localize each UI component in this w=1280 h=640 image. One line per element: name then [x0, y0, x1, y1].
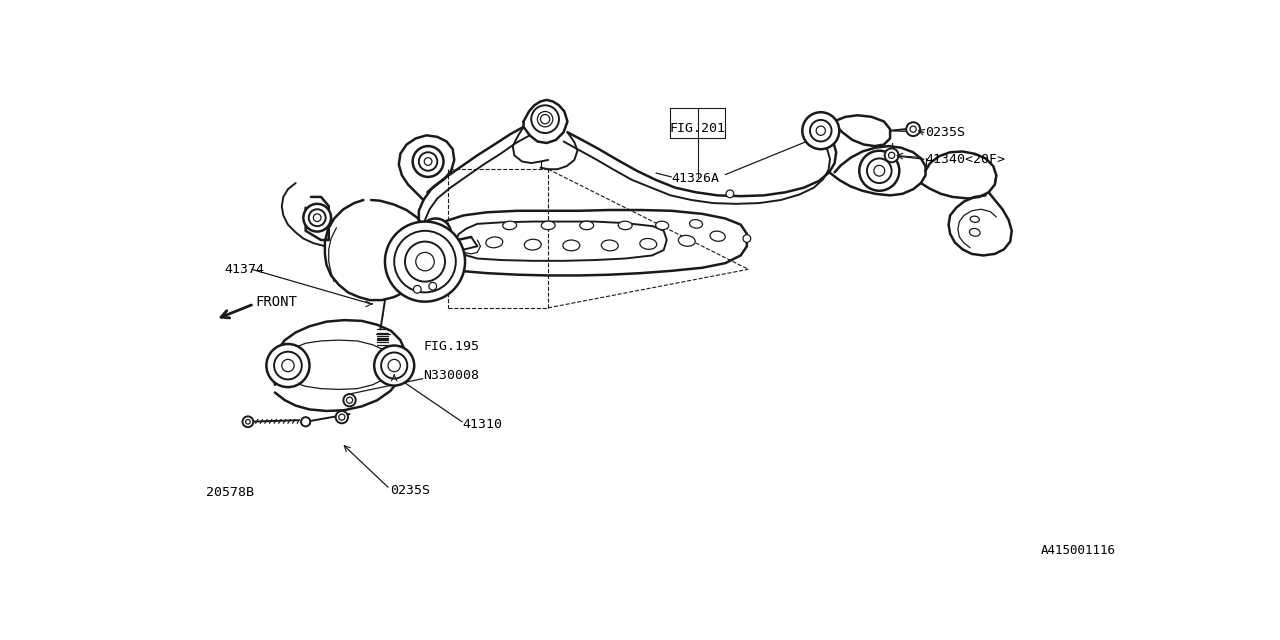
- Ellipse shape: [970, 216, 979, 222]
- Circle shape: [426, 225, 445, 243]
- Circle shape: [538, 111, 553, 127]
- Text: FIG.201: FIG.201: [669, 122, 726, 135]
- Circle shape: [531, 106, 559, 133]
- Ellipse shape: [678, 236, 695, 246]
- Circle shape: [424, 157, 431, 165]
- Circle shape: [282, 360, 294, 372]
- Circle shape: [308, 209, 325, 226]
- Text: FRONT: FRONT: [256, 294, 297, 308]
- Ellipse shape: [655, 221, 668, 230]
- Circle shape: [803, 112, 840, 149]
- Circle shape: [420, 218, 451, 249]
- Ellipse shape: [486, 237, 503, 248]
- Circle shape: [888, 152, 895, 159]
- Circle shape: [246, 419, 250, 424]
- Ellipse shape: [580, 221, 594, 230]
- Ellipse shape: [602, 240, 618, 251]
- Circle shape: [419, 152, 438, 171]
- Circle shape: [810, 120, 832, 141]
- Text: 41326A: 41326A: [672, 172, 719, 185]
- Circle shape: [385, 221, 465, 301]
- Circle shape: [266, 344, 310, 387]
- Circle shape: [910, 126, 916, 132]
- Circle shape: [274, 352, 302, 380]
- Ellipse shape: [563, 240, 580, 251]
- Text: 41310: 41310: [462, 419, 502, 431]
- Ellipse shape: [640, 239, 657, 250]
- Text: A415001116: A415001116: [1041, 544, 1116, 557]
- Ellipse shape: [503, 221, 517, 230]
- Ellipse shape: [525, 239, 541, 250]
- Ellipse shape: [618, 221, 632, 230]
- Text: 0235S: 0235S: [925, 125, 965, 139]
- Circle shape: [343, 394, 356, 406]
- Circle shape: [540, 115, 549, 124]
- Circle shape: [339, 414, 344, 420]
- Text: 0235S: 0235S: [390, 484, 430, 497]
- Circle shape: [906, 122, 920, 136]
- Text: 41340<20F>: 41340<20F>: [925, 153, 1006, 166]
- Circle shape: [374, 346, 415, 385]
- Text: N330008: N330008: [424, 369, 480, 382]
- Circle shape: [884, 148, 899, 163]
- Text: 41374: 41374: [225, 263, 265, 276]
- Circle shape: [431, 230, 439, 237]
- Ellipse shape: [690, 220, 703, 228]
- Ellipse shape: [541, 221, 556, 230]
- Ellipse shape: [710, 231, 726, 241]
- Circle shape: [394, 231, 456, 292]
- Circle shape: [416, 252, 434, 271]
- Circle shape: [429, 282, 436, 290]
- Circle shape: [381, 353, 407, 379]
- Circle shape: [404, 241, 445, 282]
- Circle shape: [867, 159, 892, 183]
- Circle shape: [817, 126, 826, 135]
- Circle shape: [874, 165, 884, 176]
- Circle shape: [314, 214, 321, 221]
- Circle shape: [742, 235, 750, 243]
- Circle shape: [335, 411, 348, 423]
- Circle shape: [388, 360, 401, 372]
- Circle shape: [412, 146, 443, 177]
- Text: 20578B: 20578B: [206, 486, 253, 499]
- Circle shape: [303, 204, 332, 232]
- Ellipse shape: [969, 228, 980, 236]
- Circle shape: [242, 417, 253, 427]
- Text: FIG.195: FIG.195: [424, 340, 480, 353]
- Circle shape: [301, 417, 310, 426]
- Circle shape: [347, 397, 352, 403]
- Circle shape: [726, 190, 733, 198]
- Circle shape: [413, 285, 421, 293]
- Circle shape: [859, 150, 900, 191]
